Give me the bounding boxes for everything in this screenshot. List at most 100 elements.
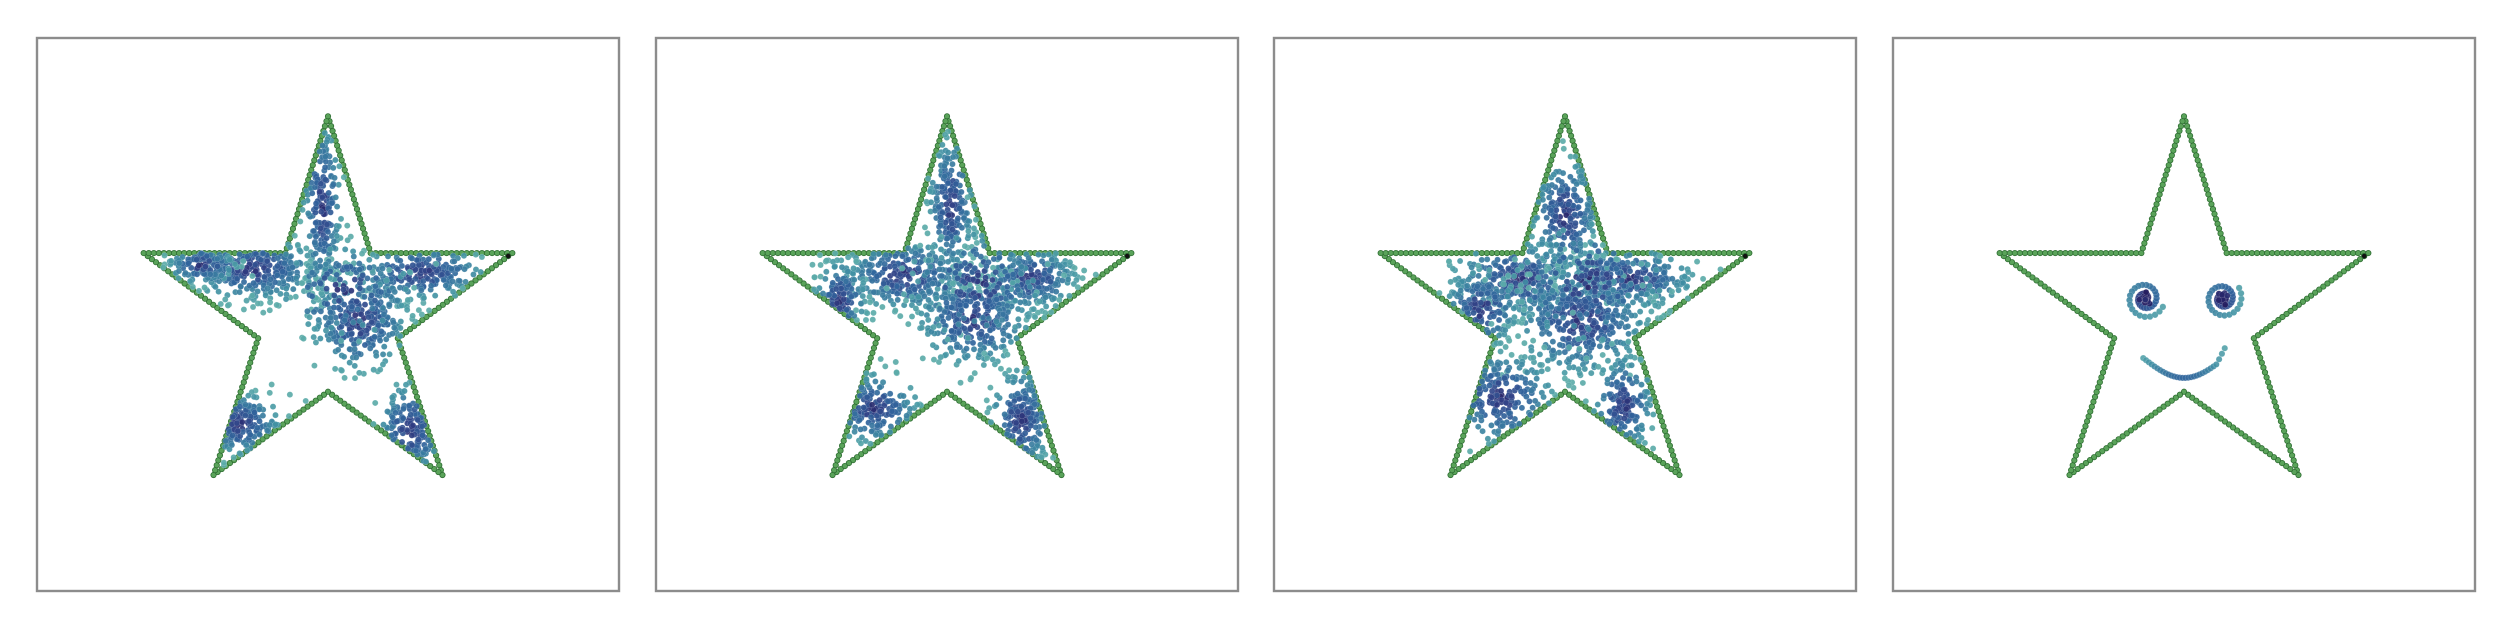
scatter-point	[1526, 297, 1533, 304]
scatter-point	[872, 431, 880, 439]
scatter-point	[361, 293, 368, 301]
scatter-point	[997, 365, 1005, 372]
scatter-point	[361, 301, 369, 308]
star-outline-point	[488, 249, 496, 257]
scatter-point	[1555, 319, 1562, 326]
scatter-point	[351, 374, 359, 382]
scatter-point	[1053, 288, 1060, 295]
scatter-point	[408, 432, 416, 439]
scatter-point	[430, 448, 438, 455]
scatter-point	[870, 371, 878, 378]
scatter-point	[951, 192, 958, 200]
scatter-point	[1004, 273, 1011, 280]
scatter-point	[454, 265, 461, 273]
scatter-point	[944, 336, 951, 343]
scatter-point	[980, 361, 988, 369]
scatter-point	[176, 259, 183, 267]
star-outline-point	[284, 418, 291, 425]
scatter-point	[983, 303, 991, 310]
scatter-point	[972, 216, 980, 223]
scatter-point	[949, 280, 956, 287]
scatter-point	[986, 327, 994, 334]
scatter-point	[894, 419, 902, 426]
scatter-point	[400, 405, 407, 413]
scatter-point	[996, 254, 1003, 261]
scatter-point	[240, 278, 248, 286]
scatter-point	[242, 412, 249, 419]
scatter-point	[933, 183, 940, 190]
star-outline-point	[1725, 249, 1733, 257]
scatter-point	[257, 256, 265, 263]
scatter-point	[1625, 330, 1632, 338]
scatter-point	[1588, 331, 1596, 339]
scatter-point	[967, 374, 975, 382]
scatter-point	[1521, 339, 1528, 347]
scatter-point	[893, 369, 900, 376]
scatter-point	[224, 302, 232, 309]
scatter-point	[402, 381, 410, 388]
scatter-point	[378, 328, 385, 335]
star-outline-point	[201, 295, 209, 302]
scatter-point	[1052, 250, 1060, 257]
scatter-point	[402, 286, 410, 293]
scatter-point	[1041, 270, 1048, 277]
scatter-point	[1014, 390, 1021, 397]
star-outline-point	[1680, 249, 1687, 257]
scatter-point	[879, 379, 887, 386]
scatter-point	[935, 203, 942, 211]
scatter-point	[299, 206, 306, 214]
scatter-point	[376, 366, 384, 373]
star-outline-point	[255, 439, 262, 446]
scatter-point	[869, 316, 876, 323]
scatter-point	[944, 180, 952, 187]
scatter-point	[160, 264, 167, 271]
scatter-point	[970, 231, 978, 238]
scatter-point	[869, 277, 876, 284]
scatter-point	[1666, 307, 1674, 315]
scatter-point	[240, 306, 248, 313]
scatter-point	[426, 267, 433, 274]
scatter-point	[1538, 330, 1546, 337]
scatter-point	[271, 279, 279, 286]
scatter-point	[1648, 308, 1655, 315]
scatter-point	[244, 253, 251, 260]
scatter-point	[1636, 308, 1644, 315]
scatter-point	[999, 316, 1006, 324]
scatter-point	[938, 183, 946, 191]
scatter-point	[389, 394, 396, 401]
scatter-point	[947, 187, 954, 194]
scatter-point	[279, 268, 286, 275]
scatter-point	[1027, 422, 1035, 429]
scatter-point	[185, 260, 192, 267]
scatter-point	[369, 305, 376, 312]
star-outline-point	[328, 391, 336, 398]
scatter-point	[965, 227, 972, 235]
scatter-point	[983, 397, 990, 404]
scatter-point	[310, 280, 318, 288]
scatter-point	[1028, 441, 1035, 448]
scatter-point	[1006, 422, 1013, 429]
star-outline-point	[308, 400, 315, 407]
scatter-point	[312, 219, 319, 227]
scatter-point	[306, 314, 313, 321]
scatter-point	[427, 442, 434, 449]
scatter-point	[1092, 271, 1099, 278]
star-outline-point	[1402, 249, 1410, 257]
scatter-point	[1629, 299, 1637, 306]
star-outline-point	[1387, 249, 1394, 257]
star-outline-point	[1488, 249, 1496, 257]
scatter-point	[361, 341, 369, 349]
star-outline-point	[456, 289, 463, 296]
scatter-point	[958, 224, 966, 231]
scatter-point	[918, 310, 925, 317]
scatter-point	[335, 223, 342, 230]
scatter-point	[1021, 368, 1028, 375]
scatter-point	[987, 384, 994, 391]
scatter-point	[877, 408, 884, 415]
scatter-point	[846, 419, 854, 427]
star-outline-point	[769, 249, 776, 257]
scatter-point	[826, 291, 833, 298]
scatter-point	[1668, 288, 1676, 295]
scatter-point	[809, 261, 816, 268]
scatter-point	[1074, 284, 1081, 291]
